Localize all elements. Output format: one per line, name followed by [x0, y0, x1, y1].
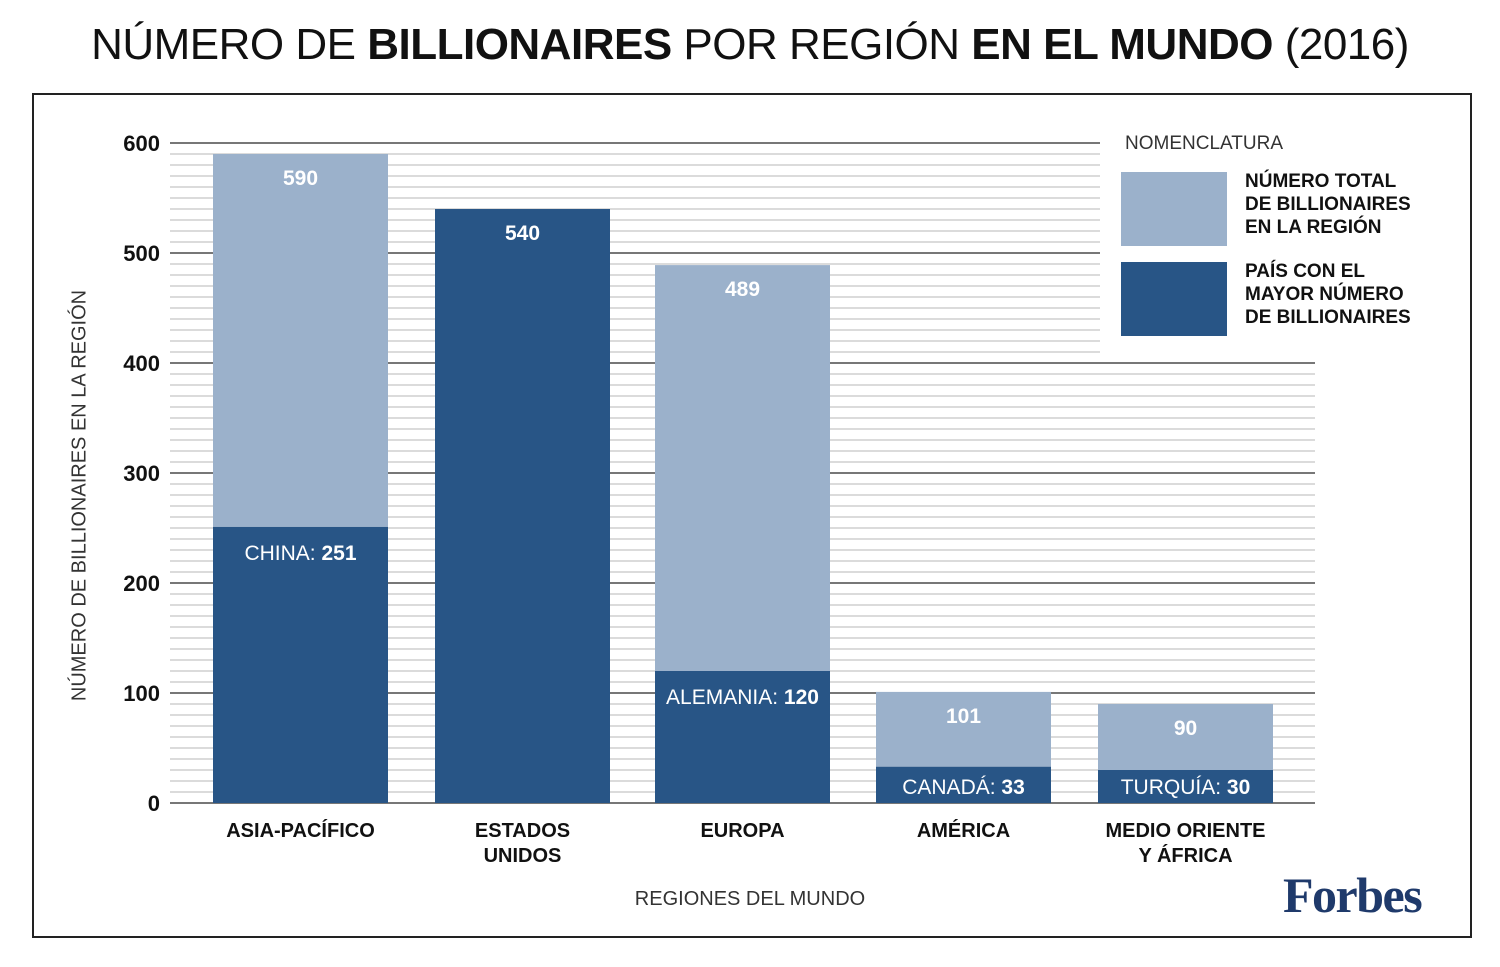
country-count: 120	[784, 686, 819, 709]
x-category-label: ASIA-PACÍFICO	[226, 819, 375, 842]
bars	[213, 154, 1273, 803]
y-axis-label: NÚMERO DE BILLIONAIRES EN LA REGIÓN	[68, 289, 91, 702]
country-name: CANADÁ:	[902, 776, 1001, 799]
bar-total	[213, 154, 388, 527]
country-count: 251	[321, 542, 356, 565]
total-value-label: 489	[725, 278, 760, 301]
y-tick-label: 200	[123, 571, 160, 596]
x-category-label: AMÉRICA	[917, 819, 1010, 842]
title-part: NÚMERO DE	[91, 20, 368, 69]
y-tick-labels: 0 100 200 300 400 500 600	[123, 131, 160, 816]
country-value-label: CANADÁ: 33	[902, 776, 1025, 799]
x-axis-label: REGIONES DEL MUNDO	[634, 888, 866, 910]
y-tick-label: 0	[148, 791, 160, 816]
title-part: POR REGIÓN	[671, 20, 972, 69]
legend-item-total: NÚMERO TOTAL DE BILLIONAIRES EN LA REGIÓ…	[1121, 171, 1461, 246]
bar-top-country	[213, 526, 388, 803]
title-part: BILLIONAIRES	[367, 20, 672, 69]
forbes-logo: Forbes	[1283, 867, 1423, 923]
total-value-label: 540	[505, 222, 540, 245]
country-value-label: TURQUÍA: 30	[1121, 776, 1251, 799]
x-category-label: UNIDOS	[484, 845, 562, 867]
y-tick-label: 400	[123, 351, 160, 376]
legend-label-top-country: PAÍS CON EL MAYOR NÚMERO DE BILLIONAIRES	[1245, 261, 1411, 328]
y-tick-label: 600	[123, 131, 160, 156]
bar-top-country	[655, 671, 830, 803]
title-part: EN EL MUNDO	[971, 20, 1273, 69]
country-count: 30	[1227, 776, 1250, 799]
legend-label-total: NÚMERO TOTAL DE BILLIONAIRES EN LA REGIÓ…	[1245, 171, 1411, 238]
legend-swatch-top-country	[1121, 262, 1227, 336]
y-tick-label: 300	[123, 461, 160, 486]
x-category-label: MEDIO ORIENTE	[1105, 820, 1265, 842]
total-value-label: 101	[946, 705, 981, 728]
legend-title: NOMENCLATURA	[1125, 133, 1283, 154]
bar-top-country	[435, 209, 610, 803]
data-labels: 590 CHINA: 251 540 489 ALEMANIA: 120 101 CANAD…	[244, 167, 1250, 799]
total-value-label: 590	[283, 167, 318, 190]
country-name: TURQUÍA:	[1121, 776, 1227, 799]
country-name: CHINA:	[244, 542, 321, 565]
legend-swatch-total	[1121, 172, 1227, 246]
x-category-label: ESTADOS	[475, 820, 570, 842]
legend-item-top-country: PAÍS CON EL MAYOR NÚMERO DE BILLIONAIRES	[1121, 261, 1461, 336]
total-value-label: 90	[1174, 717, 1197, 740]
country-value-label: CHINA: 251	[244, 542, 356, 565]
country-count: 33	[1001, 776, 1024, 799]
chart-title: NÚMERO DE BILLIONAIRES POR REGIÓN EN EL …	[0, 20, 1500, 70]
country-name: ALEMANIA:	[666, 686, 784, 709]
y-tick-label: 500	[123, 241, 160, 266]
country-value-label: ALEMANIA: 120	[666, 686, 819, 709]
x-category-label: EUROPA	[700, 820, 784, 842]
bar-top-country	[1098, 770, 1273, 803]
bar-top-country	[876, 766, 1051, 803]
bar-total	[655, 265, 830, 671]
x-category-label: Y ÁFRICA	[1138, 844, 1232, 867]
x-category-labels: ASIA-PACÍFICO ESTADOS UNIDOS EUROPA AMÉRICA M…	[226, 819, 1265, 867]
y-tick-label: 100	[123, 681, 160, 706]
bar-total	[1098, 704, 1273, 770]
title-part: (2016)	[1272, 20, 1410, 69]
bar-total	[876, 691, 1051, 767]
chart-frame	[32, 93, 1472, 938]
